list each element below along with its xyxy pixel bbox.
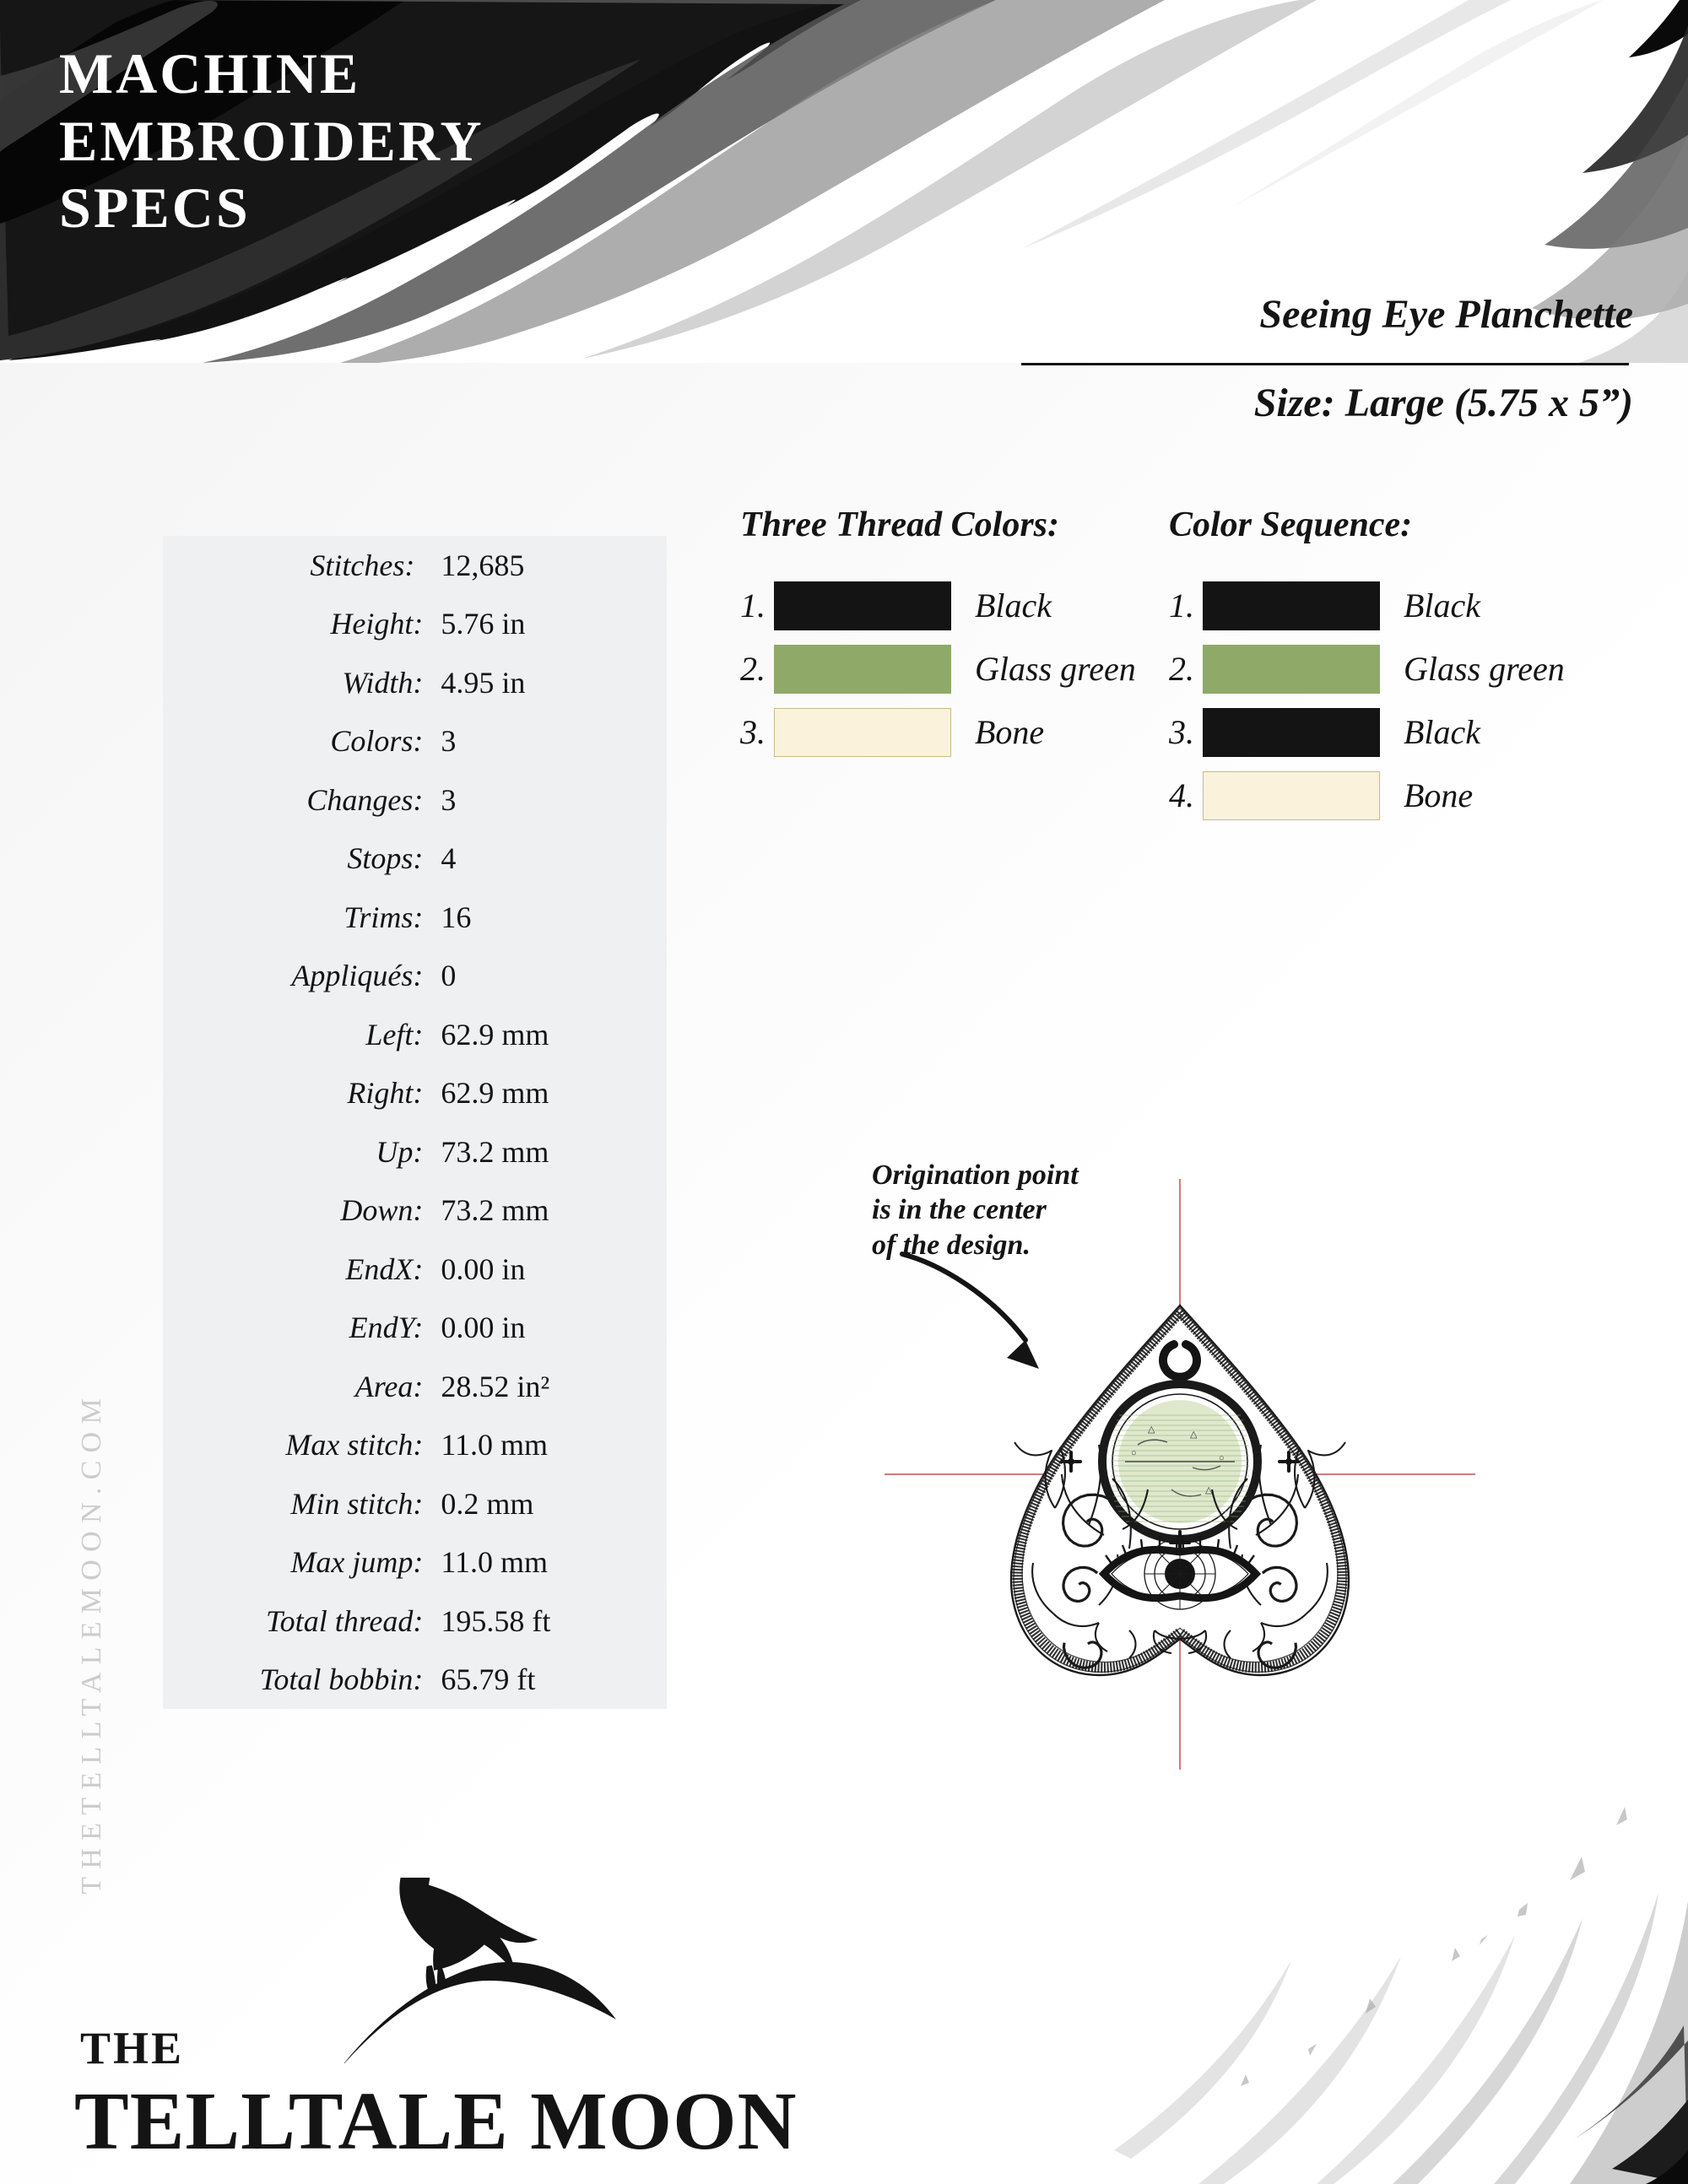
svg-text:○: ○ (1131, 1448, 1137, 1458)
svg-text:○: ○ (1219, 1453, 1225, 1463)
svg-text:△: △ (1148, 1424, 1155, 1435)
svg-text:△: △ (1190, 1430, 1198, 1440)
